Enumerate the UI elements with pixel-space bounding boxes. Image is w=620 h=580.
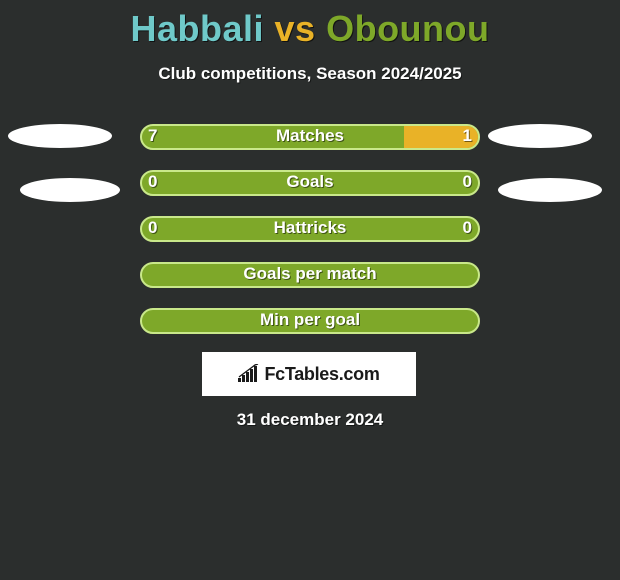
- bar-right-fill: [404, 126, 478, 148]
- brand-label: FcTables.com: [264, 364, 379, 385]
- bar-track: [140, 308, 480, 334]
- stat-row: Min per goal: [0, 308, 620, 334]
- title-vs: vs: [275, 8, 316, 49]
- bar-track: [140, 170, 480, 196]
- bar-track: [140, 124, 480, 150]
- club-badge-placeholder: [498, 178, 602, 202]
- club-badge-placeholder: [8, 124, 112, 148]
- stat-row: Hattricks00: [0, 216, 620, 242]
- bars-icon: [238, 364, 260, 384]
- subtitle: Club competitions, Season 2024/2025: [0, 64, 620, 84]
- stat-row: Goals per match: [0, 262, 620, 288]
- brand-box: FcTables.com: [202, 352, 416, 396]
- bar-track: [140, 262, 480, 288]
- club-badge-placeholder: [488, 124, 592, 148]
- comparison-chart: Matches71Goals00Hattricks00Goals per mat…: [0, 124, 620, 354]
- page-title: Habbali vs Obounou: [0, 0, 620, 50]
- date-label: 31 december 2024: [0, 410, 620, 430]
- title-player1: Habbali: [130, 8, 264, 49]
- bar-track: [140, 216, 480, 242]
- club-badge-placeholder: [20, 178, 120, 202]
- title-player2: Obounou: [326, 8, 489, 49]
